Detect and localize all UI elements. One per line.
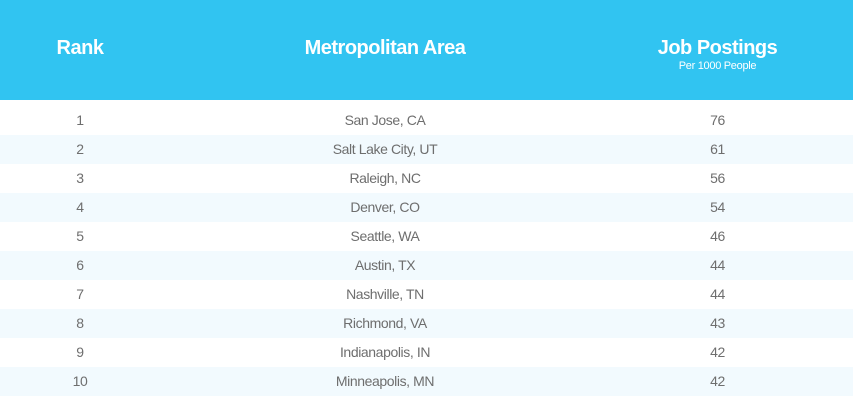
cell-rank: 9 xyxy=(76,344,84,360)
table-body: 1 San Jose, CA 76 2 Salt Lake City, UT 61 3 Ral… xyxy=(0,106,853,396)
cell-metropolitan-area: Seattle, WA xyxy=(350,228,420,244)
header-area-label: Metropolitan Area xyxy=(304,37,466,59)
cell-metropolitan-area: Indianapolis, IN xyxy=(339,344,431,360)
cell-rank: 3 xyxy=(76,170,84,186)
header-rank: Rank xyxy=(0,36,160,60)
cell-job-postings: 44 xyxy=(710,257,725,273)
table-row: 1 San Jose, CA 76 xyxy=(0,106,853,135)
header-jobs-subtitle: Per 1000 People xyxy=(678,60,757,72)
table-row: 8 Richmond, VA 43 xyxy=(0,309,853,338)
table-row: 6 Austin, TX 44 xyxy=(0,251,853,280)
cell-rank: 4 xyxy=(76,199,84,215)
cell-metropolitan-area: Raleigh, NC xyxy=(349,170,421,186)
table-row: 5 Seattle, WA 46 xyxy=(0,222,853,251)
table-row: 9 Indianapolis, IN 42 xyxy=(0,338,853,367)
table-header: Rank Metropolitan Area Job Postings Per … xyxy=(0,0,853,100)
cell-rank: 6 xyxy=(76,257,84,273)
cell-job-postings: 54 xyxy=(710,199,725,215)
cell-job-postings: 56 xyxy=(710,170,725,186)
cell-rank: 10 xyxy=(72,373,88,389)
table-row: 7 Nashville, TN 44 xyxy=(0,280,853,309)
cell-metropolitan-area: Nashville, TN xyxy=(346,286,424,302)
cell-metropolitan-area: Denver, CO xyxy=(350,199,420,215)
cell-rank: 7 xyxy=(76,286,84,302)
cell-rank: 8 xyxy=(76,315,84,331)
cell-job-postings: 42 xyxy=(710,373,725,389)
cell-metropolitan-area: Austin, TX xyxy=(354,257,416,273)
cell-rank: 1 xyxy=(76,112,84,128)
cell-rank: 5 xyxy=(76,228,84,244)
table-row: 2 Salt Lake City, UT 61 xyxy=(0,135,853,164)
cell-metropolitan-area: Minneapolis, MN xyxy=(335,373,435,389)
cell-job-postings: 43 xyxy=(710,315,725,331)
cell-job-postings: 44 xyxy=(710,286,725,302)
header-job-postings: Job Postings Per 1000 People xyxy=(600,36,835,72)
cell-job-postings: 46 xyxy=(710,228,725,244)
table-row: 4 Denver, CO 54 xyxy=(0,193,853,222)
cell-metropolitan-area: San Jose, CA xyxy=(344,112,426,128)
cell-job-postings: 76 xyxy=(710,112,725,128)
header-jobs-label: Job Postings xyxy=(657,37,778,59)
cell-metropolitan-area: Salt Lake City, UT xyxy=(332,141,438,157)
table-row: 3 Raleigh, NC 56 xyxy=(0,164,853,193)
header-metropolitan-area: Metropolitan Area xyxy=(225,36,545,60)
header-rank-label: Rank xyxy=(56,37,104,59)
cell-job-postings: 61 xyxy=(710,141,725,157)
cell-metropolitan-area: Richmond, VA xyxy=(343,315,427,331)
table-row: 10 Minneapolis, MN 42 xyxy=(0,367,853,396)
cell-rank: 2 xyxy=(76,141,84,157)
cell-job-postings: 42 xyxy=(710,344,725,360)
